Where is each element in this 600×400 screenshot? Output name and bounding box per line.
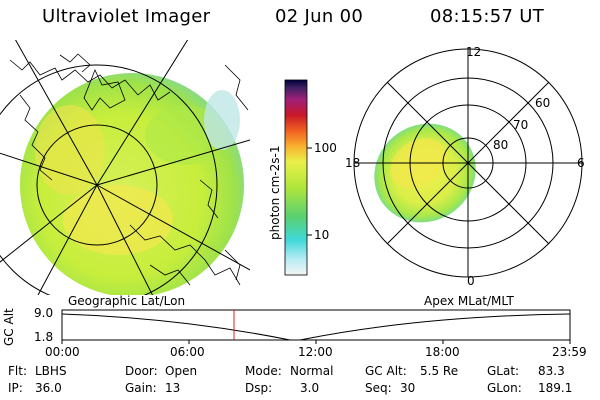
- altitude-curve: [61, 313, 571, 341]
- mlt-label-6: 6: [577, 156, 585, 170]
- colorbar: [284, 79, 312, 276]
- strip-left-title: Geographic Lat/Lon: [68, 294, 186, 308]
- info-glat-key: GLat:: [487, 364, 520, 378]
- info-gcalt-value: 5.5 Re: [420, 364, 459, 378]
- info-mode-value: Normal: [290, 364, 334, 378]
- colorbar-tick-100: 100: [314, 141, 337, 155]
- strip-xtick: 18:00: [425, 345, 460, 359]
- latitude-circle: [0, 64, 218, 295]
- strip-right-title: Apex MLat/MLT: [424, 294, 514, 308]
- info-seq-value: 30: [400, 381, 416, 395]
- strip-xtick: 00:00: [45, 345, 80, 359]
- mlt-label-18: 18: [345, 156, 361, 170]
- info-gain-key: Gain:: [125, 381, 157, 395]
- strip-ytick-bottom: 1.8: [34, 330, 54, 344]
- info-gain-value: 13: [165, 381, 181, 395]
- colorbar-label: photon cm-2s-1: [268, 145, 282, 241]
- info-glon-value: 189.1: [538, 381, 573, 395]
- info-ip-key: IP:: [8, 381, 23, 395]
- info-mode-key: Mode:: [245, 364, 282, 378]
- header-date: 02 Jun 00: [275, 6, 364, 27]
- info-dsp-key: Dsp:: [245, 381, 273, 395]
- strip-xtick: 12:00: [298, 345, 333, 359]
- strip-xtick: 06:00: [170, 345, 205, 359]
- info-door-key: Door:: [125, 364, 158, 378]
- mlt-label-0: 0: [467, 274, 475, 288]
- info-ip-value: 36.0: [35, 381, 62, 395]
- info-flt-value: LBHS: [35, 364, 67, 378]
- polar-mlt-plot: [353, 48, 583, 278]
- info-gcalt-key: GC Alt:: [365, 364, 407, 378]
- info-glon-key: GLon:: [487, 381, 522, 395]
- strip-ytick-top: 9.0: [34, 306, 54, 320]
- mlat-label-80: 80: [493, 138, 509, 152]
- info-glat-value: 83.3: [538, 364, 565, 378]
- latitude-circle: [36, 124, 158, 246]
- altitude-strip-chart: [61, 309, 571, 344]
- info-seq-key: Seq:: [365, 381, 392, 395]
- colorbar-tick-10: 10: [314, 228, 330, 242]
- strip-xtick: 23:59: [552, 345, 587, 359]
- mlat-label-70: 70: [513, 118, 529, 132]
- info-dsp-value: 3.0: [300, 381, 320, 395]
- header-time: 08:15:57 UT: [430, 6, 545, 27]
- app-title: Ultraviolet Imager: [42, 6, 211, 27]
- mlt-label-12: 12: [466, 45, 482, 59]
- mlat-label-60: 60: [535, 96, 551, 110]
- strip-ylabel: GC Alt: [2, 308, 16, 346]
- info-flt-key: Flt:: [8, 364, 27, 378]
- geographic-auroral-image: [0, 40, 250, 295]
- info-door-value: Open: [165, 364, 198, 378]
